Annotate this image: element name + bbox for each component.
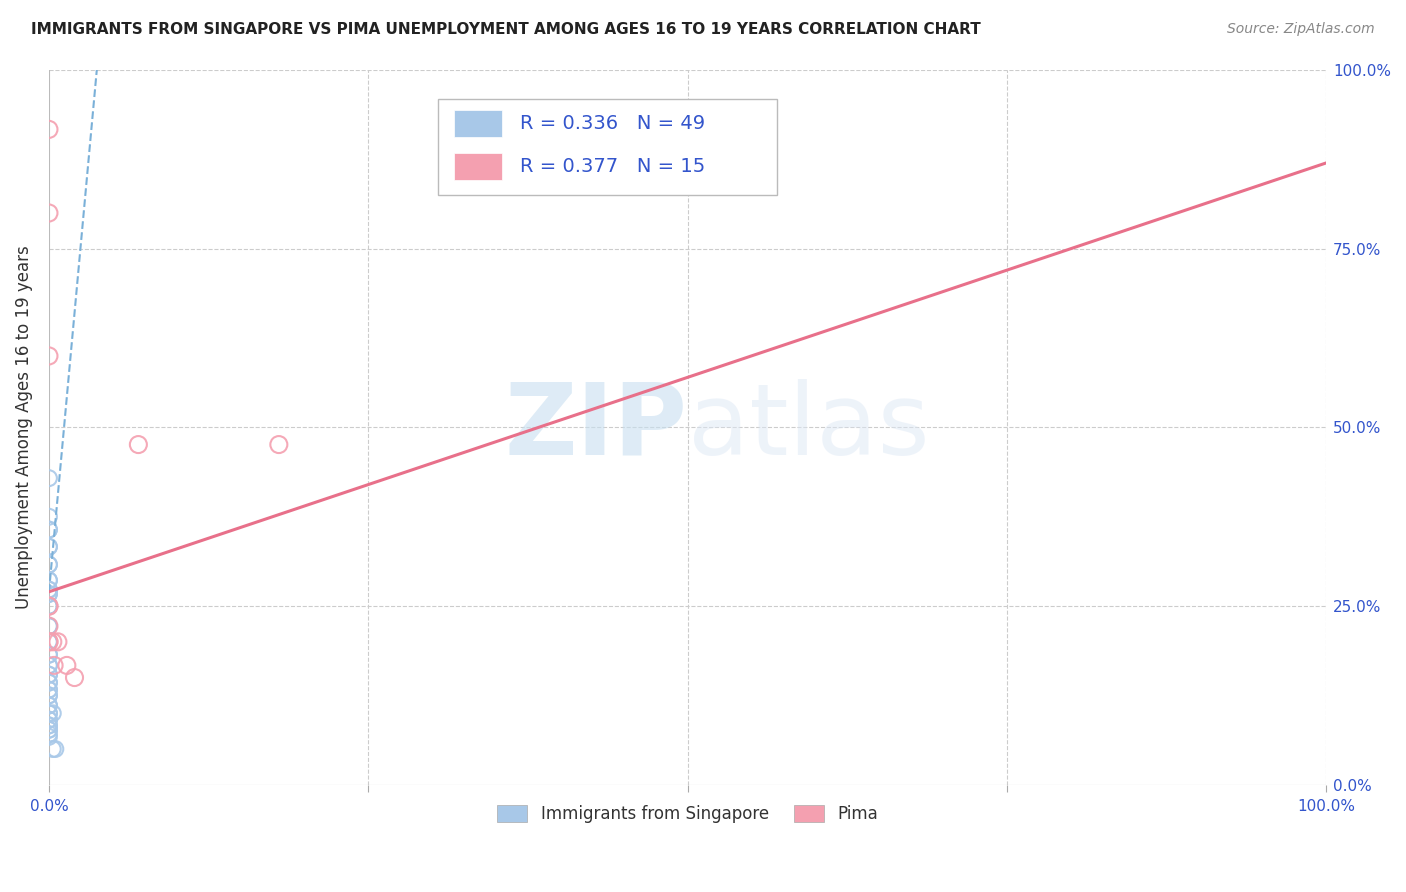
Point — [38, 667, 60, 681]
Point — [42, 706, 65, 721]
Point — [38, 599, 60, 613]
Legend: Immigrants from Singapore, Pima: Immigrants from Singapore, Pima — [491, 798, 884, 830]
Point — [38, 698, 60, 713]
Text: R = 0.336   N = 49: R = 0.336 N = 49 — [520, 114, 706, 133]
Point — [38, 713, 60, 727]
Point — [38, 599, 60, 613]
Point — [38, 706, 60, 721]
Point — [38, 706, 60, 721]
Point — [44, 742, 66, 756]
Text: R = 0.377   N = 15: R = 0.377 N = 15 — [520, 157, 706, 176]
Point — [38, 658, 60, 673]
Y-axis label: Unemployment Among Ages 16 to 19 years: Unemployment Among Ages 16 to 19 years — [15, 245, 32, 609]
Point — [38, 723, 60, 737]
Point — [38, 635, 60, 649]
Point — [38, 635, 60, 649]
Point — [38, 122, 60, 136]
Point — [267, 437, 290, 451]
Point — [38, 540, 60, 554]
Point — [42, 658, 65, 673]
Point — [63, 671, 86, 685]
Point — [38, 675, 60, 690]
Point — [38, 723, 60, 737]
Point — [38, 667, 60, 681]
Point — [38, 619, 60, 633]
FancyBboxPatch shape — [439, 99, 778, 195]
Point — [38, 675, 60, 690]
Point — [38, 540, 60, 554]
Point — [38, 648, 60, 662]
Bar — [454, 110, 502, 137]
Point — [127, 437, 149, 451]
Point — [38, 587, 60, 601]
Point — [38, 599, 60, 613]
Text: IMMIGRANTS FROM SINGAPORE VS PIMA UNEMPLOYMENT AMONG AGES 16 TO 19 YEARS CORRELA: IMMIGRANTS FROM SINGAPORE VS PIMA UNEMPL… — [31, 22, 980, 37]
Point — [42, 635, 65, 649]
Point — [38, 619, 60, 633]
Point — [42, 742, 65, 756]
Bar — [454, 153, 502, 180]
Point — [38, 648, 60, 662]
Point — [38, 587, 60, 601]
Point — [38, 682, 60, 697]
Point — [38, 698, 60, 713]
Text: Source: ZipAtlas.com: Source: ZipAtlas.com — [1227, 22, 1375, 37]
Point — [38, 727, 60, 741]
Point — [38, 599, 60, 613]
Point — [38, 682, 60, 697]
Point — [46, 635, 69, 649]
Point — [38, 582, 60, 597]
Point — [38, 635, 60, 649]
Text: ZIP: ZIP — [505, 379, 688, 476]
Point — [38, 574, 60, 588]
Point — [38, 718, 60, 732]
Point — [38, 635, 60, 649]
Point — [38, 509, 60, 524]
Point — [38, 599, 60, 613]
Point — [56, 658, 79, 673]
Point — [38, 582, 60, 597]
Point — [38, 658, 60, 673]
Point — [38, 599, 60, 613]
Point — [38, 558, 60, 572]
Point — [38, 523, 60, 537]
Point — [38, 730, 60, 744]
Point — [38, 689, 60, 703]
Point — [38, 574, 60, 588]
Point — [38, 471, 60, 485]
Point — [38, 713, 60, 727]
Point — [38, 349, 60, 363]
Text: atlas: atlas — [688, 379, 929, 476]
Point — [38, 206, 60, 220]
Point — [38, 558, 60, 572]
Point — [38, 523, 60, 537]
Point — [38, 718, 60, 732]
Point — [38, 619, 60, 633]
Point — [38, 689, 60, 703]
